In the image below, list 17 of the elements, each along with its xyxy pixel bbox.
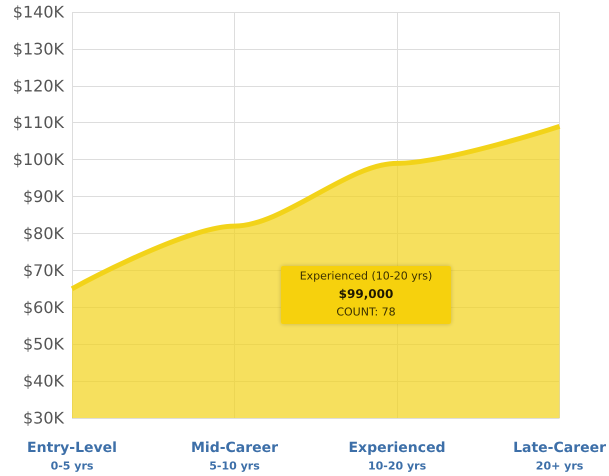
y-tick-label: $70K	[22, 260, 65, 280]
y-tick-label: $120K	[12, 76, 64, 96]
y-tick-label: $30K	[22, 408, 65, 428]
x-tick-label: Mid-Career 5-10 yrs	[190, 440, 278, 472]
y-tick-label: $140K	[12, 2, 64, 22]
y-tick-label: $80K	[22, 224, 65, 243]
x-tick-label: Experienced 10-20 yrs	[348, 440, 446, 472]
y-tick-label: $90K	[22, 187, 65, 206]
x-tick-label: Late-Career 20+ yrs	[513, 440, 606, 472]
y-tick-label: $60K	[22, 298, 65, 317]
y-tick-label: $50K	[22, 334, 65, 354]
x-tick-label: Entry-Level 0-5 yrs	[27, 440, 117, 472]
y-tick-label: $40K	[22, 372, 65, 391]
annotation: Experienced (10-20 yrs) $99,000 COUNT: 78	[300, 270, 432, 318]
y-tick-label: $130K	[12, 39, 64, 58]
y-tick-label: $100K	[12, 150, 64, 170]
y-tick-label: $110K	[12, 113, 64, 132]
